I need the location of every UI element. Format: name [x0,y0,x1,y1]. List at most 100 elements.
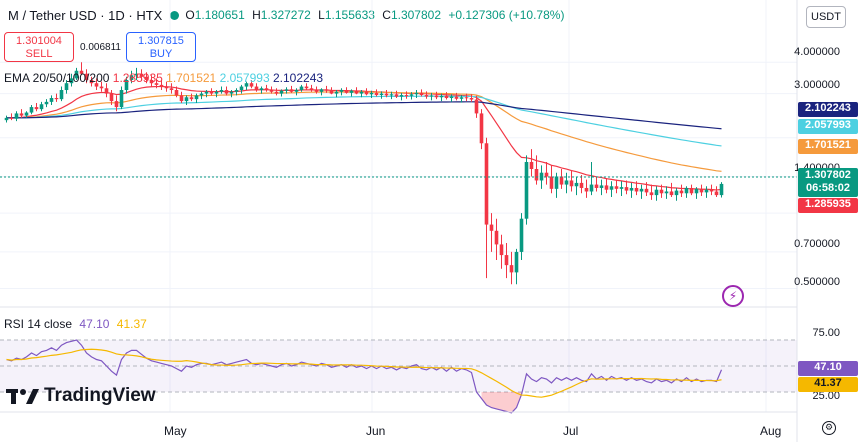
ema100-tag: 2.057993 [798,119,858,134]
month-tick: Jun [366,424,386,438]
candle-body [249,83,254,87]
price-tick: 0.700000 [794,238,840,250]
candle-body [209,91,214,94]
candle-body [224,90,229,94]
low-value: 1.155633 [324,8,375,22]
close-key: C [382,8,391,22]
candle-body [684,187,689,194]
candle-body [634,187,639,192]
tradingview-logo[interactable]: TradingView [6,385,156,407]
candle-body [129,75,134,80]
candle-body [14,113,19,119]
candle-body [389,94,394,96]
candle-body [604,185,609,190]
candle-body [289,89,294,92]
candle-body [609,186,614,190]
candle-body [169,88,174,91]
currency-button[interactable]: USDT [806,6,846,28]
rsi-ma-legend-value: 41.37 [116,317,147,331]
candle-body [644,188,649,193]
close-value: 1.307802 [390,8,441,22]
sell-button[interactable]: 1.301004 SELL [4,32,74,62]
candle-body [84,73,89,80]
settings-gear-icon[interactable]: ⚙ [822,421,836,435]
candle-body [59,90,64,100]
candle-body [699,188,704,193]
candle-body [369,92,374,95]
candle-body [189,97,194,100]
candle-body [284,89,289,91]
candle-body [549,176,554,189]
rsi-tag: 47.10 [798,361,858,376]
candle-body [279,90,284,94]
buy-price: 1.307815 [138,35,184,47]
candle-body [359,91,364,94]
candle-body [99,86,104,89]
low-key: L [318,8,325,22]
sell-label: SELL [25,48,53,60]
lightning-icon[interactable]: ⚡ [722,285,744,307]
market-status-icon [170,10,180,20]
candle-body [529,161,534,169]
candle-body [254,86,259,91]
candle-body [679,190,684,194]
candle-body [149,79,154,84]
candle-body [109,93,114,102]
candle-body [474,99,479,114]
candle-body [44,101,49,105]
symbol-title[interactable]: M / Tether USD · 1D · HTX [8,7,163,23]
candle-body [144,76,149,80]
candle-body [194,95,199,100]
spread-value: 0.006811 [80,42,121,53]
candle-body [114,101,119,108]
rsi-line [6,339,723,414]
candle-body [689,187,694,194]
change-value: +0.127306 (+10.78%) [448,8,565,22]
high-key: H [252,8,261,22]
candle-body [434,95,439,98]
ema20-line [6,85,722,191]
ema200-value: 2.102243 [272,71,324,85]
candle-body [629,187,634,191]
candle-body [239,86,244,91]
candle-body [139,73,144,77]
candle-body [404,95,409,97]
candle-body [664,191,669,194]
candle-body [229,91,234,94]
ema50-line [6,91,722,172]
rsi-tick: 25.00 [812,390,840,402]
candle-body [364,91,369,95]
ema-legend[interactable]: EMA 20/50/100/200 1.285935 1.701521 2.05… [4,71,323,85]
candle-body [319,89,324,92]
rsi-legend[interactable]: RSI 14 close 47.10 41.37 [4,317,147,331]
candle-body [709,189,714,192]
candle-body [154,83,159,85]
candle-body [484,143,489,225]
candle-body [264,88,269,91]
candle-body [274,91,279,94]
rsi-band-fill [0,340,797,392]
candle-body [9,117,14,119]
candle-body [354,90,359,94]
candle-body [304,86,309,89]
buy-button[interactable]: 1.307815 BUY [126,32,196,62]
candle-body [174,90,179,96]
candle-body [259,88,264,91]
symbol-header: M / Tether USD · 1D · HTX O1.180651 H1.3… [0,0,780,30]
candle-body [429,95,434,97]
candle-body [124,79,129,91]
ema50-value: 1.701521 [166,71,217,85]
candle-body [504,255,509,266]
sell-price: 1.301004 [16,35,62,47]
price-tick: 0.500000 [794,276,840,288]
candle-body [394,94,399,97]
candle-body [594,184,599,188]
ema50-tag: 1.701521 [798,139,858,154]
candle-body [424,95,429,97]
rsi-legend-label: RSI 14 close [4,317,73,331]
candle-body [714,191,719,196]
candle-body [54,98,59,100]
candle-body [384,93,389,96]
